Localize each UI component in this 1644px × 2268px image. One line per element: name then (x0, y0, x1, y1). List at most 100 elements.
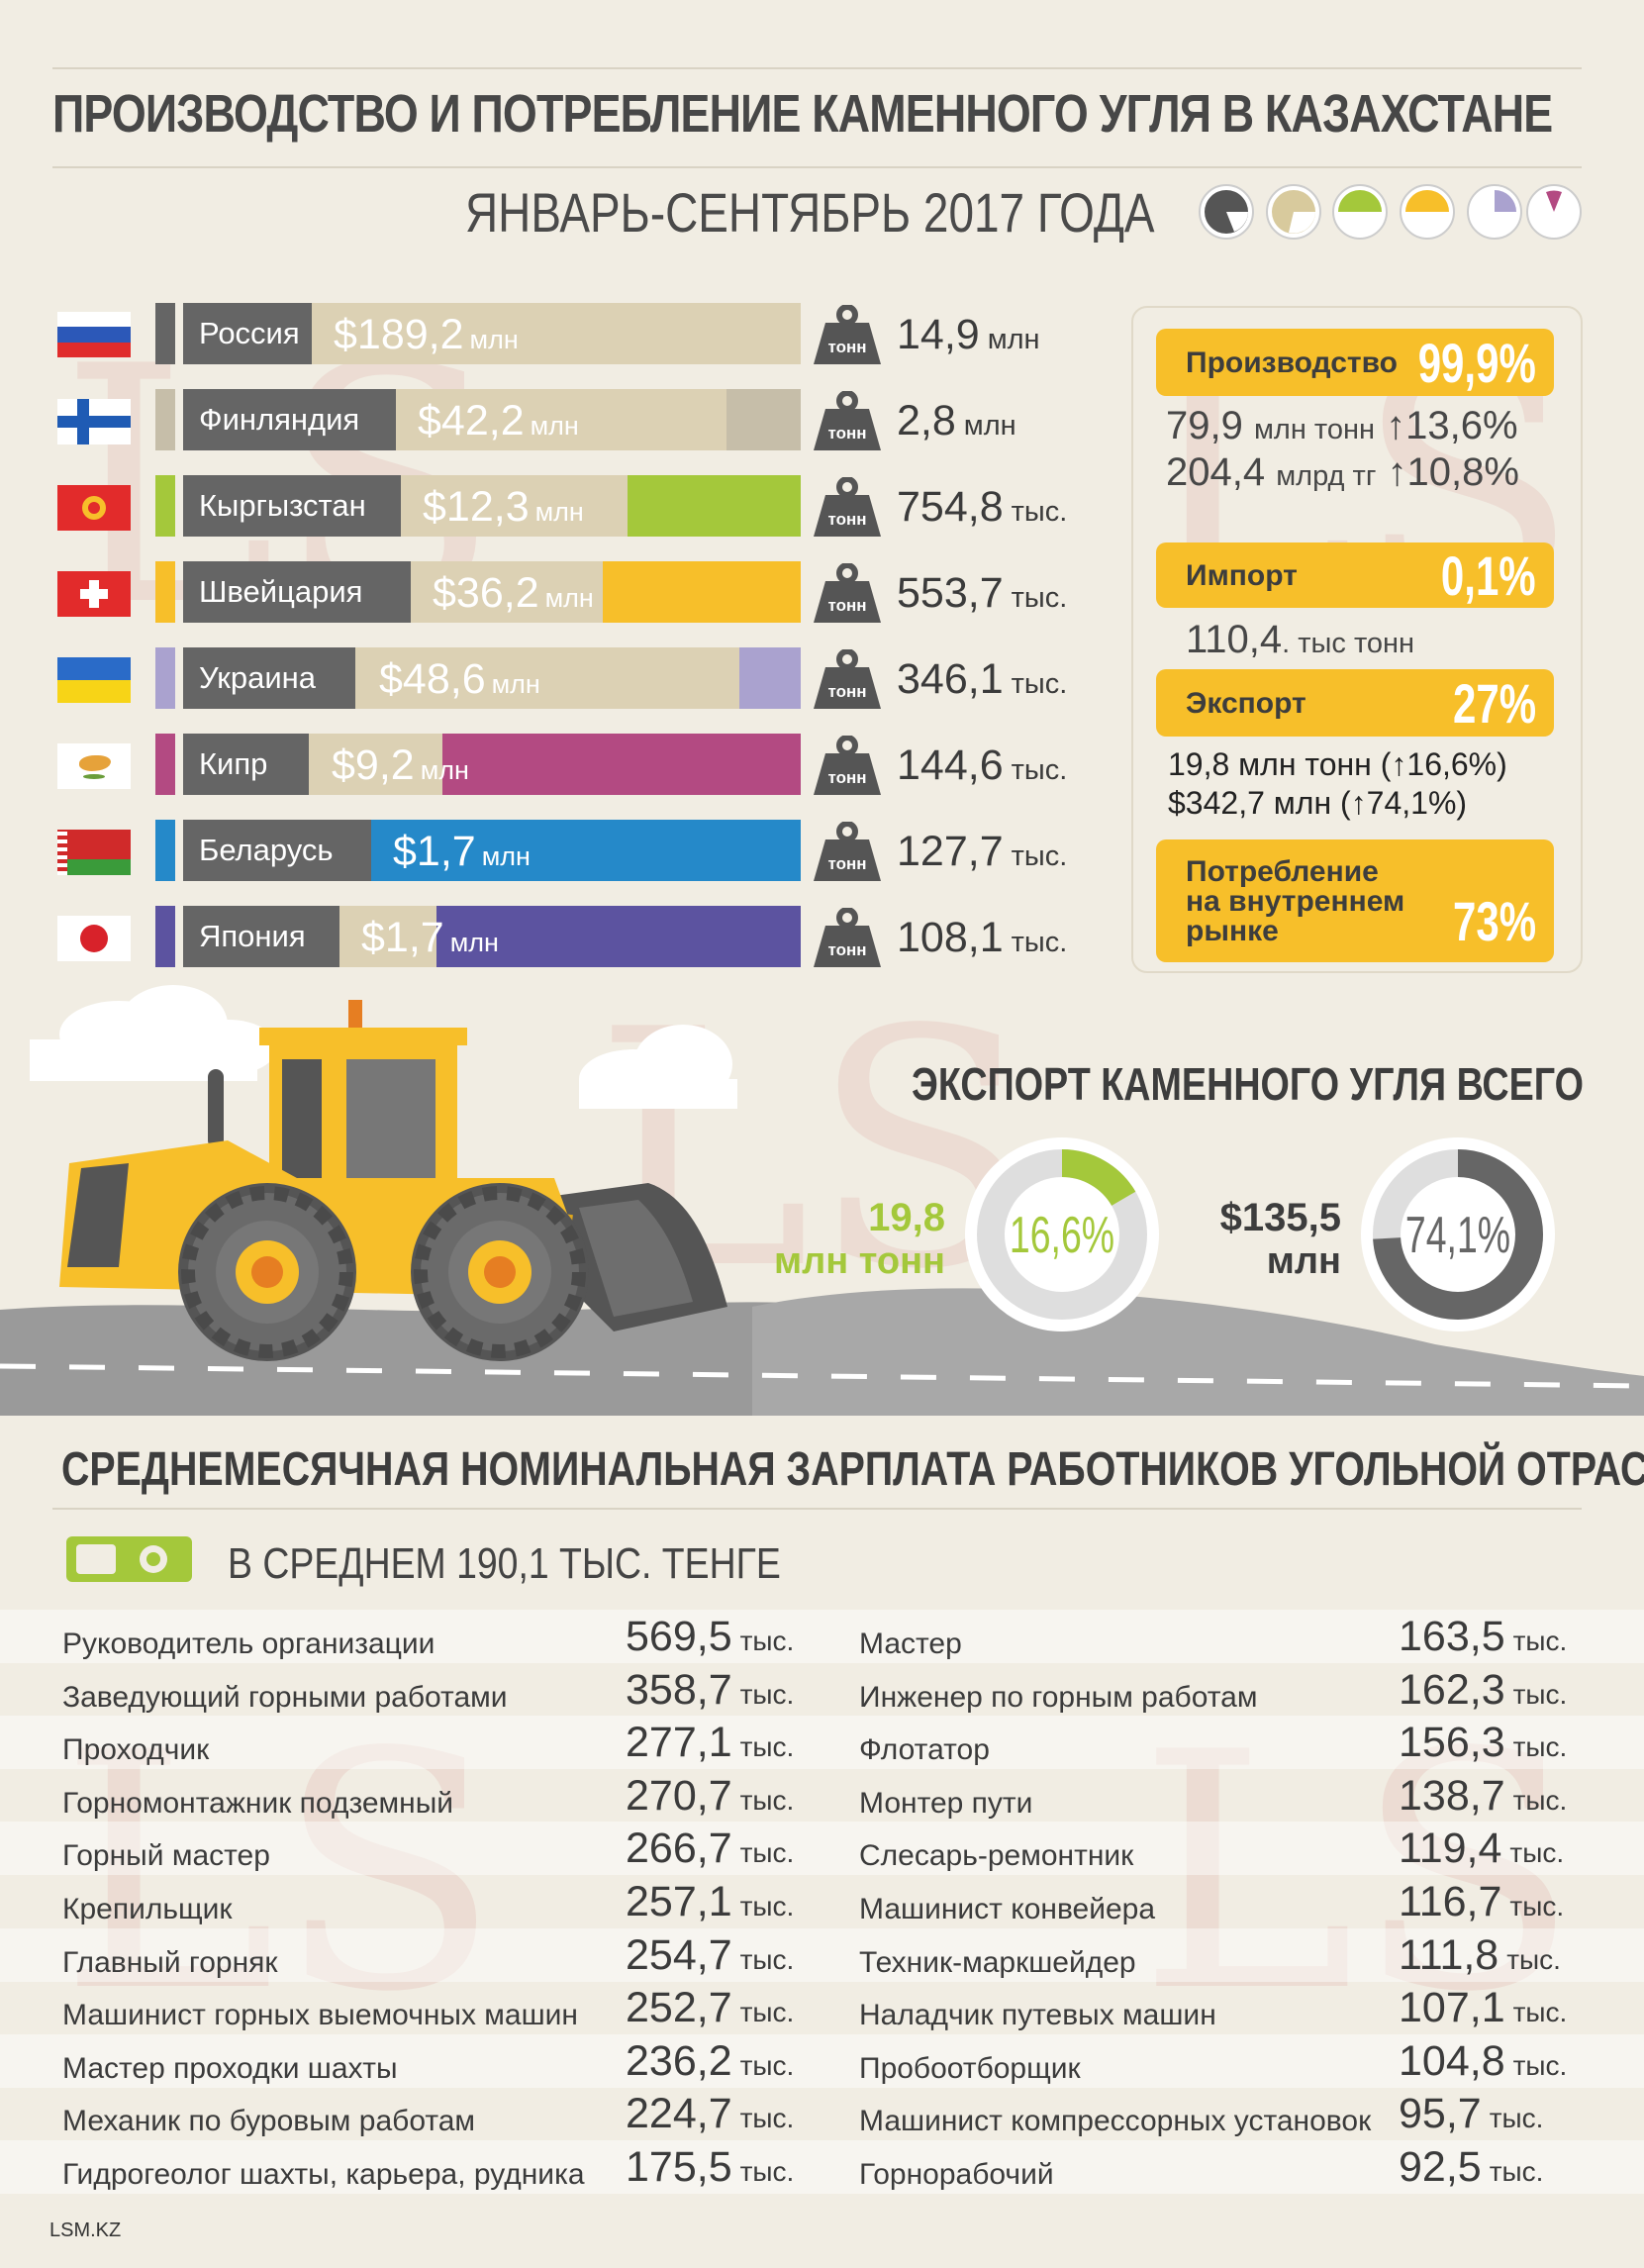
import-volume-unit: . тыс тонн (1282, 628, 1415, 659)
salary-number: 569,5 (626, 1613, 732, 1660)
salary-row: Механик по буровым работам 224,7 тыс. Машин… (0, 2087, 1644, 2140)
volume-value: 14,9 млн (897, 311, 1040, 359)
volume-number: 144,6 (897, 741, 1004, 789)
bar-fill (368, 820, 801, 881)
salary-value: 257,1 тыс. (626, 1875, 794, 1933)
bar-fill (442, 734, 801, 795)
salary-unit: тыс. (739, 1891, 795, 1922)
country-name: Кипр (183, 734, 309, 795)
cloud-icon (30, 985, 277, 1081)
salary-unit: тыс. (739, 2156, 795, 2187)
salary-unit: тыс. (739, 2103, 795, 2133)
loader-rear-wheel (178, 1183, 356, 1361)
salary-row: Горный мастер 266,7 тыс. Слесарь-ремонтник 1… (0, 1822, 1644, 1875)
salary-unit: тыс. (739, 1626, 795, 1656)
weight-icon: тонн (814, 477, 881, 537)
salary-number: 119,4 (1399, 1824, 1502, 1872)
cyprus-flag-icon (57, 743, 131, 789)
export-value-label: 19,8 млн тонн (718, 1196, 945, 1283)
loader-cabin-roof (259, 1028, 467, 1045)
volume-number: 754,8 (897, 483, 1004, 531)
salary-unit: тыс. (1512, 1997, 1568, 2027)
salary-job-title: Горномонтажник подземный (62, 1787, 454, 1820)
salary-number: 156,3 (1399, 1719, 1505, 1766)
salary-value: 358,7 тыс. (626, 1663, 794, 1722)
volume-value: 346,1 тыс. (897, 655, 1067, 704)
salary-job-title: Горный мастер (62, 1839, 270, 1872)
country-bar: Финляндия $42,2 млн (155, 389, 801, 450)
salary-number: 277,1 (626, 1719, 732, 1766)
salary-job-title: Гидрогеолог шахты, карьера, рудника (62, 2158, 585, 2191)
salary-job-title: Мастер проходки шахты (62, 2052, 398, 2085)
bar-value-unit: млн (491, 669, 540, 699)
salary-number: 224,7 (626, 2090, 732, 2137)
salary-job-title: Крепильщик (62, 1893, 233, 1925)
volume-unit: тыс. (1011, 840, 1068, 872)
import-percent: 0,1% (1441, 544, 1536, 607)
salary-value: 107,1 тыс. (1399, 1981, 1567, 2039)
salary-unit: тыс. (1509, 1837, 1565, 1868)
pie-icon-yellow (1400, 184, 1455, 240)
volume-number: 2,8 (897, 397, 956, 444)
salary-job-title: Машинист горных выемочных машин (62, 1999, 578, 2031)
weight-icon-label: тонн (827, 768, 866, 787)
bar-value-label: $189,2 млн (334, 303, 519, 364)
loader-cabin-window (346, 1059, 435, 1178)
country-bar: Япония $1,7 млн (155, 906, 801, 967)
production-volume-line: 79,9 млн тонн ↑13,6% (1166, 404, 1518, 448)
bar-accent (155, 906, 175, 967)
salary-job-title: Горнорабочий (859, 2158, 1054, 2191)
salary-number: 175,5 (626, 2143, 732, 2191)
import-label: Импорт (1186, 559, 1298, 592)
salary-row: Проходчик 277,1 тыс. Флотатор 156,3 тыс. (0, 1716, 1644, 1769)
bar-accent (155, 647, 175, 709)
country-bar: Россия $189,2 млн (155, 303, 801, 364)
donut-percent-label: 16,6% (1010, 1206, 1114, 1264)
salary-number: 254,7 (626, 1931, 732, 1979)
bar-value: $48,6 (379, 655, 486, 703)
salary-average: В СРЕДНЕМ 190,1 ТЫС. ТЕНГЕ (228, 1539, 781, 1588)
footer-source: LSM.KZ (49, 2219, 122, 2241)
salary-unit: тыс. (739, 1997, 795, 2027)
bar-value-unit: млн (449, 928, 499, 957)
export-volume-line: 19,8 млн тонн (↑16,6%) (1168, 746, 1507, 782)
salary-value: 92,5 тыс. (1399, 2140, 1543, 2199)
donut-arc (1373, 1149, 1543, 1320)
bar-value-unit: млн (534, 497, 584, 527)
salary-value: 175,5 тыс. (626, 2140, 794, 2199)
weight-icon-label: тонн (827, 940, 866, 959)
donut-arc (977, 1149, 1147, 1320)
bar-accent (155, 303, 175, 364)
bar-value: $1,7 (361, 914, 444, 961)
ukraine-flag-icon (57, 657, 131, 703)
country-name: Финляндия (183, 389, 396, 450)
salary-row: Гидрогеолог шахты, карьера, рудника 175,5… (0, 2140, 1644, 2194)
top-rule (52, 67, 1582, 69)
volume-value: 144,6 тыс. (897, 741, 1067, 790)
salary-number: 270,7 (626, 1772, 732, 1820)
salary-unit: тыс. (739, 1944, 795, 1975)
donut-percent-label: 74,1% (1405, 1206, 1510, 1264)
salary-row: Мастер проходки шахты 236,2 тыс. Пробоотбор… (0, 2034, 1644, 2088)
weight-icon: тонн (814, 736, 881, 795)
salary-value: 236,2 тыс. (626, 2034, 794, 2093)
volume-number: 14,9 (897, 311, 980, 358)
export-value-label: $135,5 млн (1113, 1196, 1341, 1283)
country-bar: Беларусь $1,7 млн (155, 820, 801, 881)
salary-value: 156,3 тыс. (1399, 1716, 1567, 1774)
bar-accent (155, 389, 175, 450)
salary-row: Главный горняк 254,7 тыс. Техник-маркшейдер… (0, 1928, 1644, 1982)
bar-value: $9,2 (332, 741, 415, 789)
salary-job-title: Машинист конвейера (859, 1893, 1156, 1925)
finland-flag-icon (57, 399, 131, 444)
salary-unit: тыс. (1506, 1944, 1561, 1975)
bar-value: $1,7 (393, 828, 476, 875)
export-value-unit: млн тонн (774, 1240, 945, 1282)
volume-unit: тыс. (1011, 668, 1068, 700)
salary-number: 95,7 (1399, 2090, 1482, 2137)
salary-unit: тыс. (1512, 1785, 1568, 1816)
export-value: $135,5 (1219, 1196, 1341, 1239)
salary-unit: тыс. (1489, 2156, 1544, 2187)
title-rule (52, 166, 1582, 168)
volume-unit: млн (987, 324, 1040, 355)
